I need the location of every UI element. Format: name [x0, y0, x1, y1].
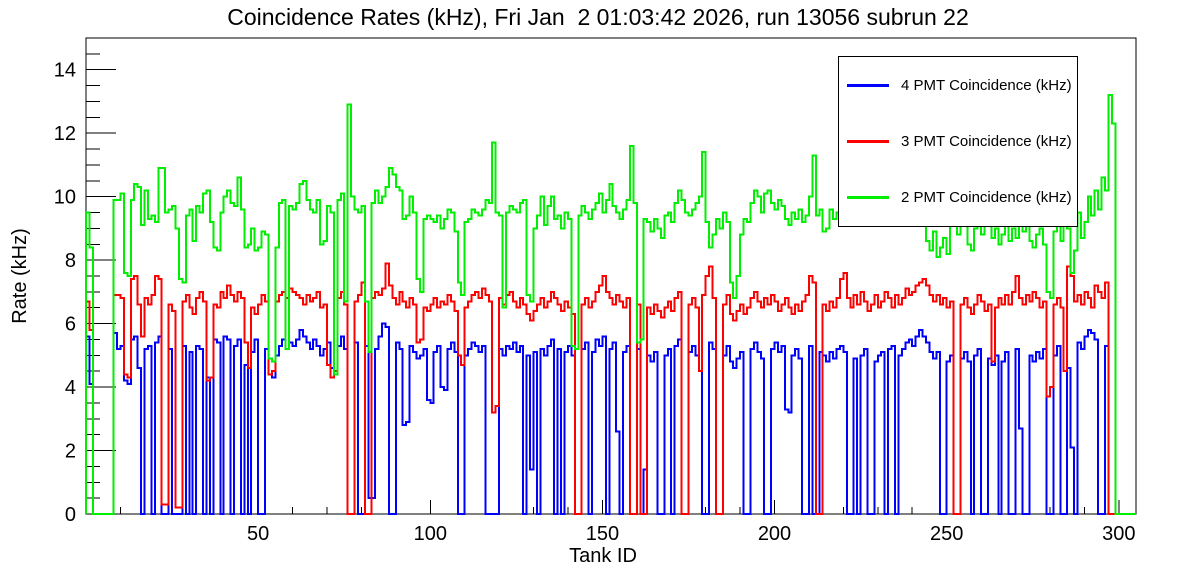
- y-axis-title: Rate (kHz): [9, 228, 31, 324]
- y-tick-label: 6: [65, 314, 76, 336]
- legend-label-4pmt: 4 PMT Coincidence (kHz): [901, 76, 1072, 94]
- y-tick-label: 4: [65, 377, 76, 399]
- y-tick-label: 0: [65, 504, 76, 526]
- legend-line-red: [847, 139, 889, 143]
- legend-item-2pmt: 2 PMT Coincidence (kHz): [839, 189, 1077, 206]
- y-tick-label: 8: [65, 250, 76, 272]
- x-tick-label: 150: [586, 523, 619, 545]
- x-axis-title: Tank ID: [569, 545, 637, 567]
- x-tick-label: 200: [758, 523, 791, 545]
- x-tick-label: 100: [414, 523, 447, 545]
- legend: 4 PMT Coincidence (kHz) 3 PMT Coincidenc…: [838, 56, 1078, 227]
- series-line-3pmt: [85, 262, 1136, 515]
- chart-title: Coincidence Rates (kHz), Fri Jan 2 01:03…: [227, 4, 969, 30]
- x-tick-label: 300: [1102, 523, 1135, 545]
- y-tick-label: 10: [54, 187, 76, 209]
- legend-line-green: [847, 196, 889, 200]
- series-line-4pmt: [85, 322, 1136, 515]
- legend-line-blue: [847, 83, 889, 87]
- y-tick-label: 12: [54, 123, 76, 145]
- x-tick-label: 250: [930, 523, 963, 545]
- legend-item-4pmt: 4 PMT Coincidence (kHz): [839, 77, 1077, 94]
- y-tick-label: 14: [54, 60, 76, 82]
- x-tick-label: 50: [247, 523, 269, 545]
- y-tick-label: 2: [65, 441, 76, 463]
- legend-label-2pmt: 2 PMT Coincidence (kHz): [901, 189, 1072, 207]
- legend-label-3pmt: 3 PMT Coincidence (kHz): [901, 132, 1072, 150]
- legend-item-3pmt: 3 PMT Coincidence (kHz): [839, 133, 1077, 150]
